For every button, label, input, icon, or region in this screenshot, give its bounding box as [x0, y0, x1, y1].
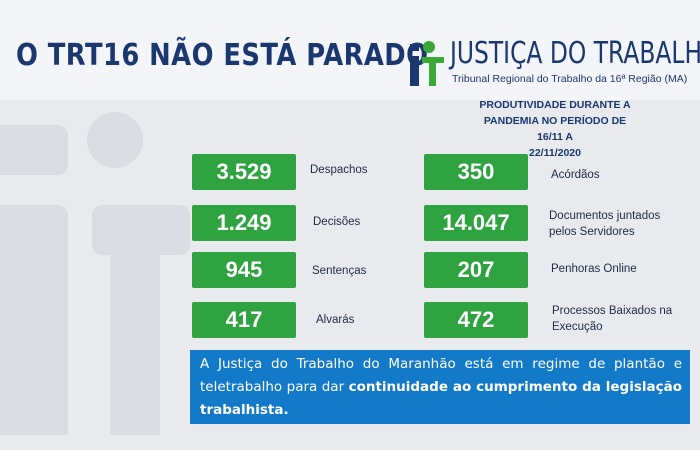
brand-subtitle: Tribunal Regional do Trabalho da 16ª Reg…	[452, 73, 688, 85]
period-line-1: PRODUTIVIDADE DURANTE A	[479, 99, 631, 111]
notice-text: A Justiça do Trabalho do Maranhão está e…	[200, 356, 682, 395]
stat-label-documentos: Documentos juntados pelos Servidores	[549, 210, 661, 238]
page-title: O TRT16 NÃO ESTÁ PARADO	[16, 38, 429, 73]
notice-text-bold: continuidade ao cumprimento da legislaçã…	[200, 379, 682, 418]
notice-box: A Justiça do Trabalho do Maranhão está e…	[190, 350, 690, 424]
watermark-logo-icon	[0, 112, 190, 435]
stat-label-decisoes: Decisões	[313, 216, 361, 228]
justica-do-trabalho-logo-icon	[410, 41, 444, 86]
stat-label-despachos: Despachos	[310, 164, 368, 176]
stat-card-acordaos: 350	[424, 154, 528, 190]
stat-card-alvaras: 417	[192, 302, 296, 338]
period-line-2: PANDEMIA NO PERÍODO DE 16/11 A	[483, 115, 627, 143]
header-band	[0, 0, 700, 100]
stat-card-decisoes: 1.249	[192, 205, 296, 241]
stat-label-acordaos: Acórdãos	[551, 169, 600, 181]
period-line-3: 22/11/2020	[529, 147, 581, 159]
stat-card-despachos: 3.529	[192, 154, 296, 190]
stat-label-sentencas: Sentenças	[312, 265, 367, 277]
stat-card-sentencas: 945	[192, 252, 296, 288]
stat-card-documentos: 14.047	[424, 205, 528, 241]
brand-name: JUSTIÇA DO TRABALHO	[450, 36, 700, 71]
stat-label-penhoras: Penhoras Online	[551, 263, 637, 275]
stat-card-processos: 472	[424, 302, 528, 338]
stat-label-processos: Processos Baixados na Execução	[552, 305, 673, 333]
productivity-period: PRODUTIVIDADE DURANTE A PANDEMIA NO PERÍ…	[472, 97, 638, 161]
stat-label-alvaras: Alvarás	[316, 314, 355, 326]
stat-card-penhoras: 207	[424, 252, 528, 288]
